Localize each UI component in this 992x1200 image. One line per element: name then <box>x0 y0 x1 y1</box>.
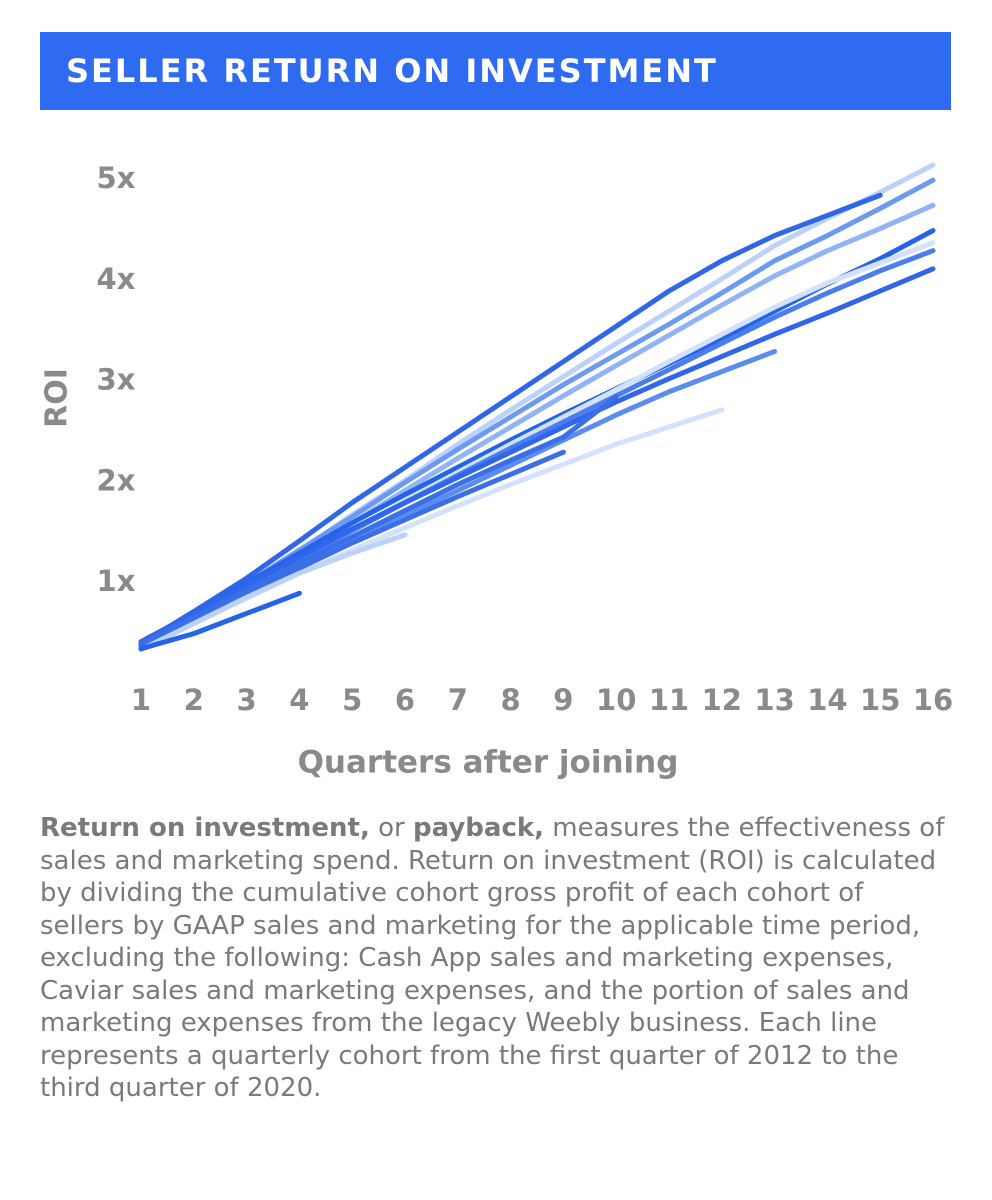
caption: Return on investment, or payback, measur… <box>40 812 952 1105</box>
x-tick-label: 3 <box>237 683 257 717</box>
x-tick-label: 2 <box>184 683 204 717</box>
title-banner: SELLER RETURN ON INVESTMENT <box>40 32 951 110</box>
x-tick-label: 5 <box>342 683 362 717</box>
caption-text: measures the effectiveness of sales and … <box>40 813 945 1103</box>
series-line <box>138 192 883 647</box>
series-line <box>138 590 302 652</box>
caption-bold: Return on investment, <box>40 813 370 843</box>
series-line <box>138 532 408 653</box>
chart-title: SELLER RETURN ON INVESTMENT <box>66 52 718 90</box>
x-tick-label: 7 <box>448 683 468 717</box>
x-tick-label: 11 <box>649 683 689 717</box>
x-tick-label: 4 <box>289 683 309 717</box>
y-tick-label: 5x <box>97 161 136 195</box>
caption-bold: payback, <box>413 813 545 843</box>
x-tick-label: 10 <box>596 683 636 717</box>
y-tick-label: 4x <box>97 262 136 296</box>
x-tick-label: 1 <box>131 683 151 717</box>
x-tick-label: 15 <box>860 683 900 717</box>
x-tick-label: 14 <box>807 683 847 717</box>
caption-text: or <box>369 813 413 843</box>
x-tick-label: 12 <box>702 683 742 717</box>
series-line <box>138 407 725 652</box>
x-tick-label: 8 <box>501 683 521 717</box>
series-line <box>138 449 566 649</box>
x-axis-label: Quarters after joining <box>298 745 679 781</box>
x-tick-label: 6 <box>395 683 415 717</box>
y-tick-label: 3x <box>97 363 136 397</box>
y-tick-label: 2x <box>97 463 136 497</box>
y-axis-label: ROI <box>40 368 75 428</box>
x-tick-label: 9 <box>553 683 573 717</box>
x-tick-label: 16 <box>913 683 953 717</box>
series-line <box>138 266 936 645</box>
y-tick-label: 1x <box>97 564 136 598</box>
x-tick-label: 13 <box>754 683 794 717</box>
